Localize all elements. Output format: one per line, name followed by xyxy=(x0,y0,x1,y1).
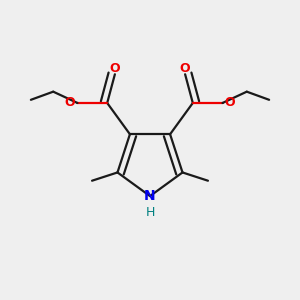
Text: O: O xyxy=(65,97,75,110)
Text: H: H xyxy=(145,206,155,219)
Text: O: O xyxy=(110,62,120,75)
Text: O: O xyxy=(180,62,190,75)
Text: O: O xyxy=(225,97,235,110)
Text: N: N xyxy=(144,189,156,203)
